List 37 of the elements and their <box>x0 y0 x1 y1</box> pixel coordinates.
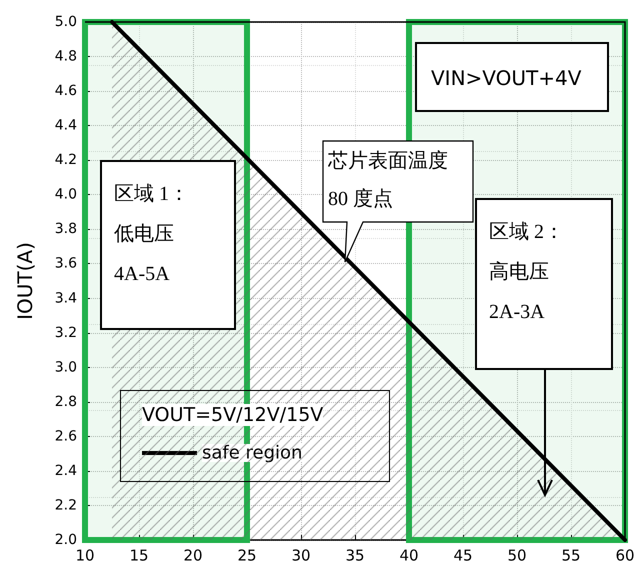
y-tick-label: 5.0 <box>54 14 77 30</box>
text-box: VIN>VOUT+4V <box>415 42 609 112</box>
y-tick-label: 2.2 <box>54 497 77 514</box>
y-tick-label: 2.8 <box>54 394 77 410</box>
x-tick-label: 55 <box>561 546 581 564</box>
legend-title: VOUT=5V/12V/15V <box>142 404 324 426</box>
y-axis-title: IOUT(A) <box>13 242 37 320</box>
y-tick-label: 4.2 <box>54 152 77 168</box>
band-label: 区域 1：低电压4A-5A <box>114 182 190 287</box>
y-tick-label: 2.4 <box>54 462 78 479</box>
x-tick-label: 10 <box>75 546 95 564</box>
x-tick-label: 45 <box>453 546 473 564</box>
y-tick-label: 2.0 <box>54 532 77 548</box>
legend-label: safe region <box>202 442 302 464</box>
y-tick-label: 3.8 <box>54 221 77 238</box>
annotation: VIN>VOUT+4V <box>431 66 582 90</box>
y-tick-label: 3.6 <box>54 256 78 272</box>
x-tick-label: 25 <box>237 546 257 564</box>
x-tick-label: 50 <box>507 546 527 564</box>
y-tick-label: 4.8 <box>54 48 77 65</box>
y-tick-label: 4.0 <box>54 186 77 203</box>
band-label: 区域 2：高电压2A-3A <box>489 220 565 325</box>
x-tick-label: 15 <box>129 546 149 564</box>
text-box: 区域 1：低电压4A-5A <box>100 160 236 330</box>
x-tick-label: 30 <box>291 546 311 564</box>
text-box: 区域 2：高电压2A-3A <box>475 198 613 370</box>
x-tick-label: 20 <box>183 546 203 564</box>
y-tick-label: 4.4 <box>54 118 78 134</box>
y-tick-label: 3.4 <box>54 290 78 306</box>
y-tick-label: 3.2 <box>54 324 77 341</box>
x-tick-label: 35 <box>345 546 365 564</box>
x-tick-label: 60 <box>615 546 635 564</box>
x-tick-label: 40 <box>399 546 419 564</box>
y-tick-label: 2.6 <box>54 428 78 444</box>
y-tick-label: 3.0 <box>54 359 77 376</box>
y-tick-label: 4.6 <box>54 83 78 100</box>
annotation: 芯片表面温度 80 度点 <box>328 149 449 212</box>
